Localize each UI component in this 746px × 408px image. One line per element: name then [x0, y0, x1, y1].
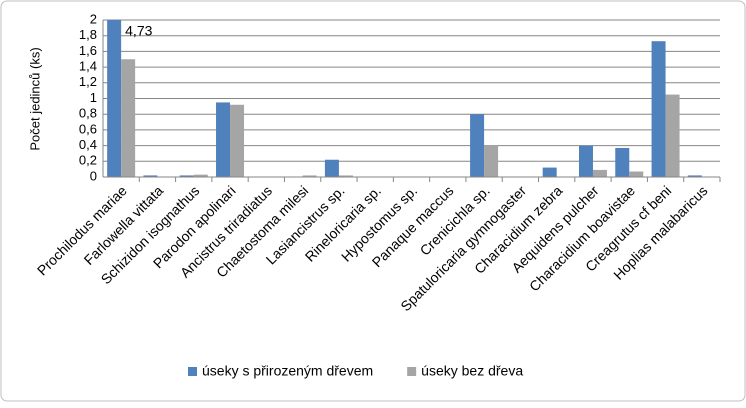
bar	[193, 174, 208, 177]
y-axis-label: Počet jedinců (ks)	[27, 47, 42, 150]
legend-swatch	[407, 367, 417, 376]
y-tick-label: 2	[90, 11, 97, 26]
bar	[302, 175, 317, 177]
y-tick-label: 0,4	[79, 137, 97, 152]
bar	[629, 171, 644, 177]
bar	[143, 175, 158, 177]
bar	[470, 114, 485, 177]
bar	[324, 159, 339, 177]
plot-area	[107, 20, 702, 177]
y-tick-label: 1,4	[79, 59, 97, 74]
bar	[542, 167, 557, 177]
bar	[179, 175, 194, 177]
bar	[665, 94, 680, 177]
y-tick-label: 0,8	[79, 106, 97, 121]
bar	[687, 175, 702, 177]
y-tick-label: 0	[90, 168, 97, 183]
bar	[615, 147, 630, 177]
data-label: 4,73	[125, 23, 152, 39]
bar	[121, 59, 136, 177]
legend-swatch	[188, 367, 197, 376]
y-tick-label: 0,6	[79, 121, 97, 136]
bar	[107, 20, 122, 177]
bar	[230, 104, 245, 177]
legend-label: úseky bez dřeva	[421, 363, 523, 379]
bar	[651, 41, 666, 177]
bar	[578, 145, 593, 177]
legend-label: úseky s přirozeným dřevem	[202, 363, 373, 379]
y-tick-label: 0,2	[79, 153, 97, 168]
bar	[592, 169, 607, 177]
bar	[338, 175, 353, 177]
bar	[216, 102, 231, 177]
y-tick-label: 1	[90, 90, 97, 105]
y-tick-label: 1,8	[79, 27, 97, 42]
y-tick-label: 1,2	[79, 74, 97, 89]
bar	[484, 145, 499, 177]
y-tick-label: 1,6	[79, 43, 97, 58]
